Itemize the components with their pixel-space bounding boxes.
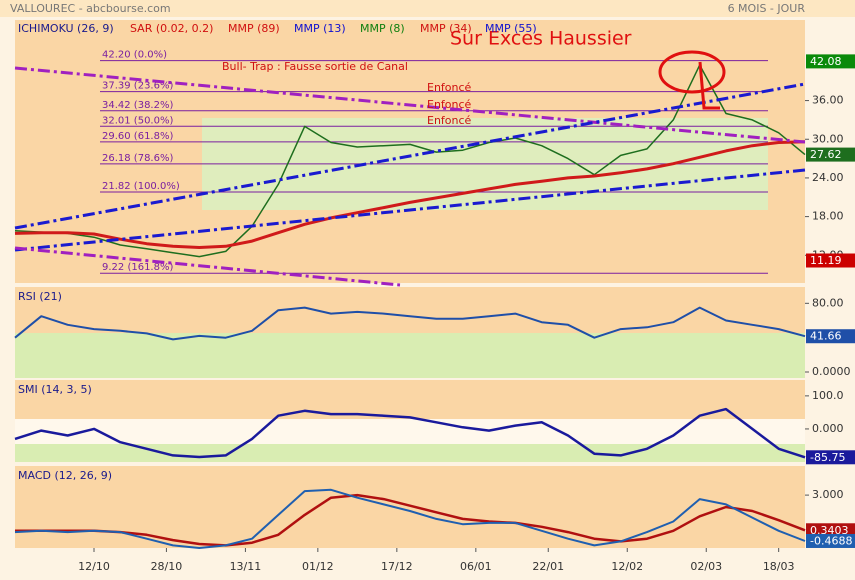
y-tick-label: 0.000	[812, 422, 844, 435]
level-label: 37.39 (23.6%)	[102, 81, 173, 92]
channel-line	[14, 246, 401, 287]
value-tag-label: -0.4688	[810, 534, 852, 547]
value-tag-label: 11.19	[810, 254, 842, 267]
value-tag-label: 0.3403	[810, 524, 849, 537]
y-tick-label: 0.0000	[812, 365, 851, 378]
smi-middle-zone	[15, 419, 805, 444]
panel-title: RSI (21)	[18, 290, 62, 303]
value-tag-label: 42.08	[810, 55, 842, 68]
y-tick-label: 18.00	[812, 210, 844, 223]
legend-item: ICHIMOKU (26, 9)	[18, 22, 114, 35]
x-tick-label: 02/03	[690, 560, 722, 573]
highlight-circle	[658, 50, 726, 94]
level-label: 42.20 (0.0%)	[102, 50, 167, 61]
x-tick-label: 28/10	[151, 560, 183, 573]
value-tag	[806, 54, 855, 69]
smi-lower-zone	[15, 444, 805, 462]
legend-item: MMP (13)	[294, 22, 346, 35]
rsi-lower-zone	[15, 333, 805, 378]
x-tick-label: 06/01	[460, 560, 492, 573]
series-line	[14, 140, 806, 249]
annotation: Enfoncé	[427, 81, 472, 94]
x-tick-label: 12/02	[611, 560, 643, 573]
value-tag-label: -85.75	[810, 451, 845, 464]
annotation: Bull- Trap : Fausse sortie de Canal	[222, 60, 408, 73]
legend-item: SAR (0.02, 0.2)	[130, 22, 213, 35]
value-tag	[806, 523, 855, 538]
x-tick-label: 01/12	[302, 560, 334, 573]
level-label: 26.18 (78.6%)	[102, 153, 173, 164]
channel-line	[14, 66, 806, 144]
level-label: 21.82 (100.0%)	[102, 181, 180, 192]
value-tag-label: 41.66	[810, 330, 842, 343]
value-tag	[806, 329, 855, 344]
panel-title: SMI (14, 3, 5)	[18, 383, 92, 396]
header-period: 6 MOIS - JOUR	[728, 2, 806, 15]
level-label: 32.01 (50.0%)	[102, 115, 173, 126]
x-tick-label: 12/10	[78, 560, 110, 573]
level-label: 34.42 (38.2%)	[102, 100, 173, 111]
y-tick-label: 100.0	[812, 389, 844, 402]
y-tick-label: 80.00	[812, 296, 844, 309]
y-tick-label: 36.00	[812, 94, 844, 107]
y-tick-label: 3.000	[812, 488, 844, 501]
plot-layer: 42.20 (0.0%) 37.39 (23.6%) 34.42 (38.2%) 32…	[14, 50, 806, 549]
y-tick-label: 30.00	[812, 132, 844, 145]
rsi-upper-zone	[15, 287, 805, 333]
x-tick-label: 13/11	[230, 560, 262, 573]
legend-item: MMP (34)	[420, 22, 472, 35]
series-line	[14, 407, 806, 459]
value-tag	[806, 450, 855, 465]
series-line	[14, 488, 806, 549]
annotation: Enfoncé	[427, 98, 472, 111]
value-tag	[806, 147, 855, 162]
header-title: VALLOUREC - abcbourse.com	[10, 2, 171, 15]
value-tag	[806, 253, 855, 268]
legend-item: MMP (89)	[228, 22, 280, 35]
x-tick-label: 18/03	[763, 560, 795, 573]
panel-title: MACD (12, 26, 9)	[18, 469, 112, 482]
series-line	[14, 306, 806, 341]
value-tag	[806, 533, 855, 548]
y-tick-label: 24.00	[812, 171, 844, 184]
level-label: 29.60 (61.8%)	[102, 131, 173, 142]
series-line	[14, 64, 806, 258]
annotation: Enfoncé	[427, 114, 472, 127]
level-label: 9.22 (161.8%)	[102, 262, 173, 273]
legend: ICHIMOKU (26, 9) SAR (0.02, 0.2) MMP (89) M…	[18, 22, 537, 35]
channel-line	[14, 82, 806, 230]
series-line	[15, 493, 806, 547]
channel-line	[14, 168, 806, 252]
smi-upper-zone	[15, 380, 805, 419]
header-bar	[0, 0, 855, 17]
annotation-arrow	[698, 61, 720, 110]
x-tick-label: 22/01	[532, 560, 564, 573]
legend-item: MMP (8)	[360, 22, 405, 35]
legend-item: MMP (55)	[485, 22, 537, 35]
value-tag-label: 27.62	[810, 148, 842, 161]
x-tick-label: 17/12	[381, 560, 413, 573]
headline: Sur Exces Haussier	[450, 28, 632, 50]
